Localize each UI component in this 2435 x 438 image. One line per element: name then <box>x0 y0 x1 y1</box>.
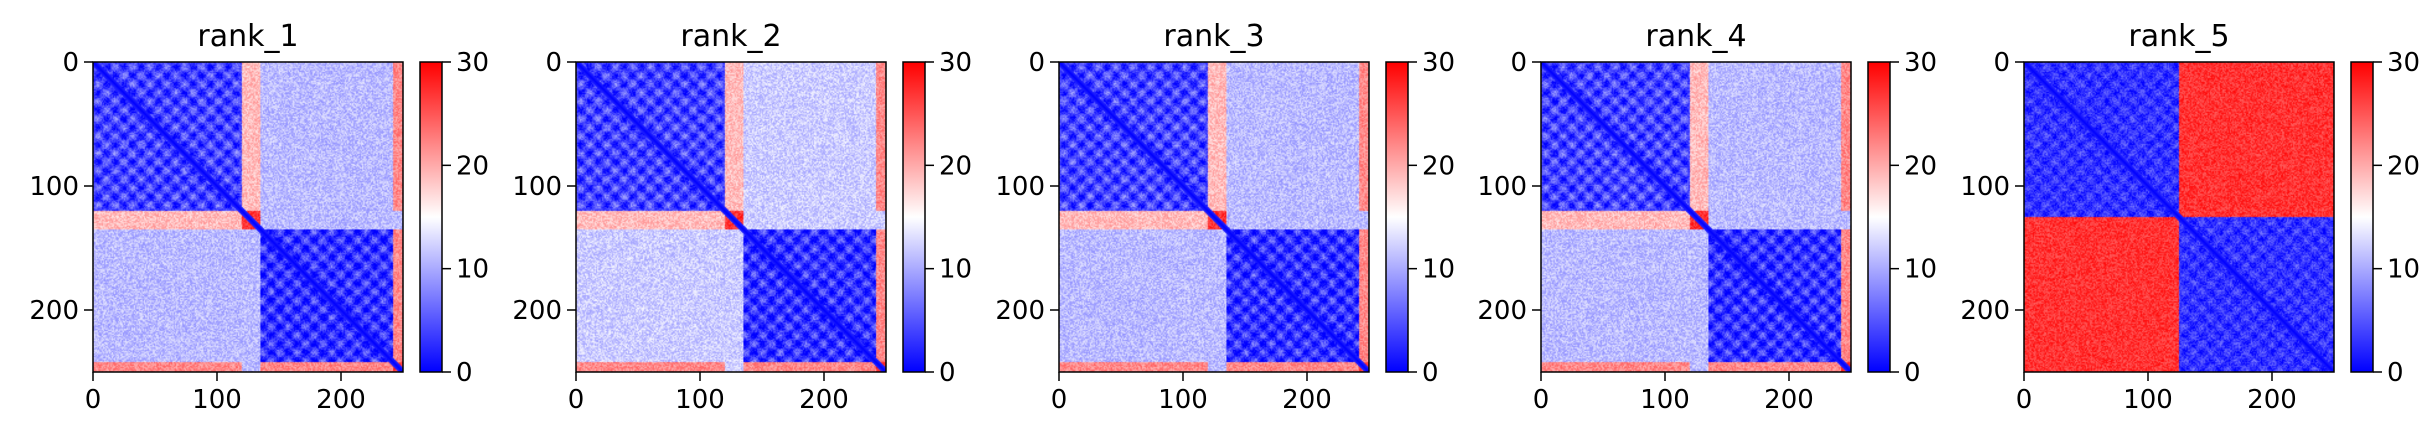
y-tick-label: 100 <box>29 172 79 202</box>
heatmap-panel-1: rank_1 0 100 200 0 100 200 0 10 20 30 <box>29 19 489 415</box>
x-tick-label: 0 <box>1533 385 1550 415</box>
colorbar-tick-label: 10 <box>456 255 489 285</box>
colorbar-tick-label: 0 <box>456 358 473 388</box>
colorbar <box>902 61 926 373</box>
y-tick-label: 200 <box>29 296 79 326</box>
colorbar-tick-label: 0 <box>1422 358 1439 388</box>
heatmap-panel-5: rank_5 0 100 200 0 100 200 0 10 20 30 <box>1960 19 2420 415</box>
colorbar-tick-label: 20 <box>939 151 972 181</box>
colorbar-tick-label: 0 <box>939 358 956 388</box>
x-tick-label: 0 <box>2016 385 2033 415</box>
y-tick-label: 0 <box>1028 48 1045 78</box>
y-tick-label: 0 <box>545 48 562 78</box>
heatmap-image <box>1541 62 1851 372</box>
heatmap-image <box>1059 62 1369 372</box>
heatmap-frame <box>575 61 887 373</box>
heatmap-image <box>93 62 403 372</box>
heatmap-panel-3: rank_3 0 100 200 0 100 200 0 10 20 30 <box>995 19 1455 415</box>
colorbar-tick-label: 10 <box>1422 255 1455 285</box>
y-tick-label: 0 <box>1510 48 1527 78</box>
y-tick-label: 200 <box>1960 296 2010 326</box>
colorbar-tick-label: 20 <box>1904 151 1937 181</box>
heatmap-frame <box>2023 61 2335 373</box>
x-tick-label: 200 <box>316 385 366 415</box>
heatmap-panel-2: rank_2 0 100 200 0 100 200 0 10 20 30 <box>512 19 972 415</box>
panel-title: rank_1 <box>197 19 298 54</box>
x-tick-label: 200 <box>2247 385 2297 415</box>
y-tick-label: 200 <box>1477 296 1527 326</box>
x-tick-label: 100 <box>192 385 242 415</box>
y-tick-label: 0 <box>1993 48 2010 78</box>
y-tick-label: 200 <box>512 296 562 326</box>
colorbar-tick-label: 30 <box>939 48 972 78</box>
x-tick-label: 100 <box>2123 385 2173 415</box>
x-tick-label: 100 <box>675 385 725 415</box>
colorbar-tick-label: 10 <box>939 255 972 285</box>
x-tick-label: 100 <box>1640 385 1690 415</box>
y-tick-label: 100 <box>512 172 562 202</box>
colorbar-tick-label: 10 <box>1904 255 1937 285</box>
x-tick-label: 0 <box>568 385 585 415</box>
heatmap-frame <box>1540 61 1852 373</box>
heatmap-frame <box>1058 61 1370 373</box>
x-tick-label: 0 <box>1051 385 1068 415</box>
colorbar <box>2350 61 2374 373</box>
x-tick-label: 0 <box>85 385 102 415</box>
heatmap-panel-4: rank_4 0 100 200 0 100 200 0 10 20 30 <box>1477 19 1937 415</box>
heatmap-image <box>576 62 886 372</box>
y-tick-label: 0 <box>62 48 79 78</box>
panel-title: rank_4 <box>1645 19 1746 54</box>
colorbar-tick-label: 20 <box>2387 151 2420 181</box>
colorbar-tick-label: 30 <box>1904 48 1937 78</box>
colorbar-tick-label: 10 <box>2387 255 2420 285</box>
x-tick-label: 200 <box>1764 385 1814 415</box>
x-tick-label: 200 <box>799 385 849 415</box>
colorbar-tick-label: 0 <box>2387 358 2404 388</box>
colorbar-tick-label: 20 <box>456 151 489 181</box>
y-tick-label: 100 <box>1960 172 2010 202</box>
colorbar-tick-label: 0 <box>1904 358 1921 388</box>
x-tick-label: 100 <box>1158 385 1208 415</box>
y-tick-label: 100 <box>1477 172 1527 202</box>
heatmap-frame <box>92 61 404 373</box>
x-tick-label: 200 <box>1282 385 1332 415</box>
panel-title: rank_2 <box>680 19 781 54</box>
colorbar-tick-label: 30 <box>456 48 489 78</box>
colorbar <box>419 61 443 373</box>
colorbar <box>1867 61 1891 373</box>
y-tick-label: 200 <box>995 296 1045 326</box>
heatmap-image <box>2024 62 2334 372</box>
panel-title: rank_3 <box>1163 19 1264 54</box>
colorbar-tick-label: 30 <box>2387 48 2420 78</box>
colorbar-tick-label: 30 <box>1422 48 1455 78</box>
panel-title: rank_5 <box>2128 19 2229 54</box>
colorbar-tick-label: 20 <box>1422 151 1455 181</box>
colorbar <box>1385 61 1409 373</box>
y-tick-label: 100 <box>995 172 1045 202</box>
